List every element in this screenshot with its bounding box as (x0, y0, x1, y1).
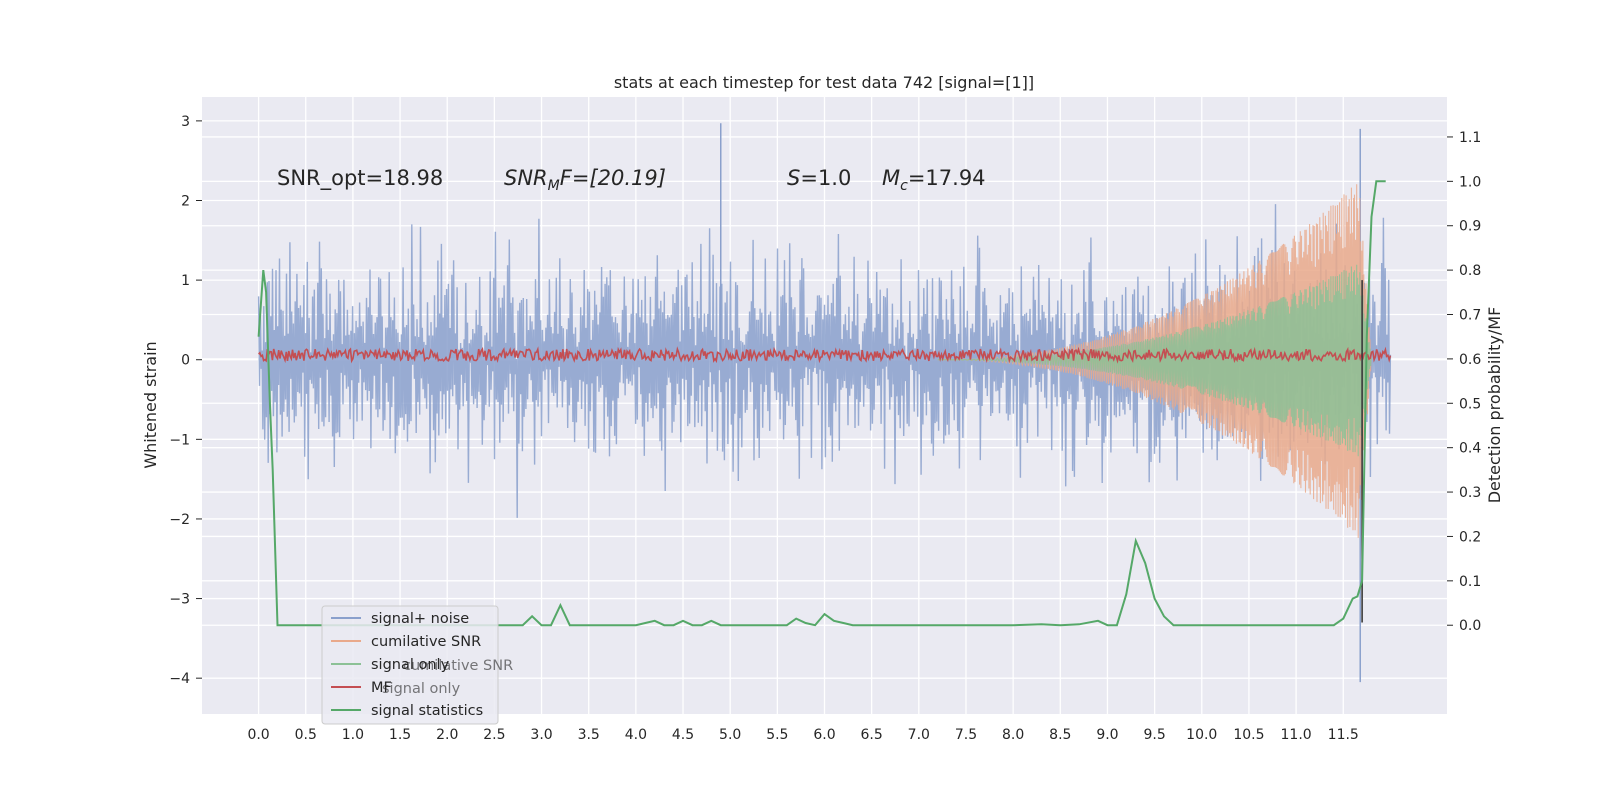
y-right-tick-label: 0.6 (1459, 352, 1481, 368)
y-right-tick-label: 0.3 (1459, 485, 1481, 501)
legend-label-cumulative-snr: cumilative SNR (371, 634, 481, 650)
y-tick-label: −2 (169, 512, 190, 528)
snr-opt-annotation: SNR_opt=18.98 (277, 166, 443, 191)
snr-mf-annotation: SNRMF=[20.19] (504, 166, 666, 194)
s-annotation: S=1.0 (787, 166, 851, 190)
y-right-tick-label: 0.7 (1459, 308, 1481, 324)
legend-frame (321, 605, 499, 725)
x-tick-label: 0.5 (295, 727, 317, 743)
x-tick-label: 7.5 (955, 727, 977, 743)
x-tick-label: 2.0 (436, 727, 458, 743)
x-tick-label: 10.5 (1233, 727, 1264, 743)
y-axis-label: Whitened strain (141, 341, 160, 468)
x-tick-label: 4.5 (672, 727, 694, 743)
y-tick-label: 2 (181, 193, 190, 209)
y-tick-label: 3 (181, 114, 190, 130)
y-tick-label: −3 (169, 592, 190, 608)
x-tick-label: 1.0 (342, 727, 364, 743)
x-tick-label: 9.0 (1096, 727, 1118, 743)
y-tick-label: −1 (169, 432, 190, 448)
legend-label-mf: MF (371, 680, 392, 696)
x-tick-label: 11.5 (1328, 727, 1359, 743)
y-tick-labels: 3 2 1 0 −1 −2 −3 −4 (169, 114, 202, 687)
x-tick-label: 6.0 (813, 727, 835, 743)
legend-ghost-label: cumilative SNR (403, 658, 513, 674)
x-tick-label: 6.5 (861, 727, 883, 743)
legend-ghost-label: signal only (382, 681, 461, 697)
x-tick-label: 10.0 (1186, 727, 1217, 743)
y-right-tick-label: 0.2 (1459, 529, 1481, 545)
x-tick-label: 9.5 (1143, 727, 1165, 743)
x-tick-label: 2.5 (483, 727, 505, 743)
y-right-tick-label: 0.5 (1459, 396, 1481, 412)
legend-label-signal-statistics: signal statistics (371, 703, 483, 719)
x-tick-label: 0.0 (247, 727, 269, 743)
mc-annotation: Mc=17.94 (882, 166, 986, 194)
y-right-tick-label: 1.1 (1459, 130, 1481, 146)
x-tick-label: 8.0 (1002, 727, 1024, 743)
y-right-tick-labels: 1.1 1.0 0.9 0.8 0.7 0.6 0.5 0.4 0.3 0.2 0.1 0.0 (1447, 130, 1481, 634)
x-tick-label: 7.0 (908, 727, 930, 743)
x-tick-label: 3.5 (578, 727, 600, 743)
y-tick-label: −4 (169, 671, 190, 687)
x-tick-label: 5.5 (766, 727, 788, 743)
y-right-tick-label: 0.9 (1459, 219, 1481, 235)
y-right-tick-label: 0.1 (1459, 574, 1481, 590)
mf-line (257, 346, 1392, 364)
y-right-tick-label: 0.0 (1459, 618, 1481, 634)
chart-title: stats at each timestep for test data 742… (614, 73, 1034, 92)
x-tick-label: 3.0 (530, 727, 552, 743)
legend: cumilative SNR signal only signal+ noise… (321, 605, 513, 725)
x-tick-labels: 0.0 0.5 1.0 1.5 2.0 2.5 3.0 3.5 4.0 4.5 5.0 5.5 6.0 6… (247, 727, 1358, 743)
y-right-axis-label: Detection probability/MF (1485, 307, 1504, 504)
annotations: SNR_opt=18.98 SNRMF=[20.19] S=1.0 Mc=17.… (277, 166, 986, 194)
x-tick-label: 11.0 (1281, 727, 1312, 743)
x-tick-label: 8.5 (1049, 727, 1071, 743)
y-right-tick-label: 1.0 (1459, 174, 1481, 190)
x-tick-label: 1.5 (389, 727, 411, 743)
x-tick-label: 5.0 (719, 727, 741, 743)
legend-label-signal-only: signal only (371, 657, 450, 673)
legend-label-signal-noise: signal+ noise (371, 611, 469, 627)
y-right-tick-label: 0.8 (1459, 263, 1481, 279)
y-right-tick-label: 0.4 (1459, 441, 1481, 457)
y-tick-label: 0 (181, 353, 190, 369)
x-tick-label: 4.0 (625, 727, 647, 743)
y-tick-label: 1 (181, 273, 190, 289)
